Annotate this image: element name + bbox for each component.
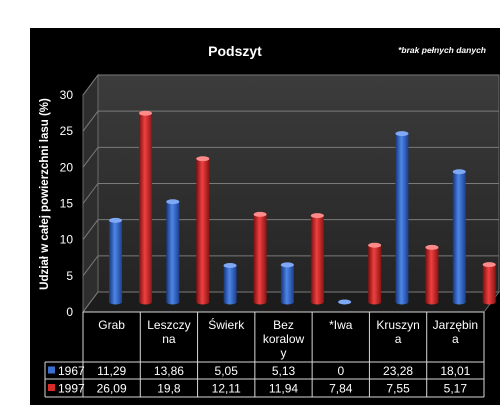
bar-1997 <box>139 113 152 302</box>
bar-base-1997 <box>310 299 324 305</box>
category-label: a <box>452 332 459 346</box>
y-tick-label: 0 <box>66 305 73 319</box>
category-label: a <box>395 332 402 346</box>
plot-layer: 0 5 10 15 20 25 30 <box>60 73 500 319</box>
data-value-1997: 7,55 <box>386 382 410 396</box>
category-label: Kruszyn <box>376 318 419 332</box>
bar-base-1997 <box>196 299 210 305</box>
category-label: y <box>281 346 287 360</box>
gridline <box>82 291 499 313</box>
bar-1997 <box>368 245 382 302</box>
y-tick-label: 5 <box>66 269 73 283</box>
chart-title: Podszyt <box>208 43 262 59</box>
y-axis-label: Udział w całej powierzchni lasu (%) <box>39 98 51 290</box>
bar-base-1967 <box>223 299 237 305</box>
bar-base-1967 <box>452 299 466 305</box>
bar-top-1997 <box>425 244 439 250</box>
category-label: koralow <box>263 332 305 346</box>
gridline <box>82 146 499 168</box>
bar-base-1997 <box>425 299 439 305</box>
bar-1967 <box>452 171 466 302</box>
bar-top-1997 <box>368 242 382 248</box>
bar-base-1967 <box>395 299 409 305</box>
bar-base-1967 <box>109 299 122 305</box>
bar-1967 <box>280 264 294 302</box>
gridline <box>82 110 499 132</box>
data-value-1967: 5,13 <box>272 364 296 378</box>
category-label: *Iwa <box>329 318 353 332</box>
category-label: Grab <box>98 318 125 332</box>
data-value-1997: 12,11 <box>212 382 241 396</box>
gridline <box>82 183 499 204</box>
bar-top-1967 <box>452 169 466 175</box>
bar-top-1997 <box>139 110 152 116</box>
bar-top-1997 <box>253 211 267 217</box>
bar-base-1997 <box>368 299 382 305</box>
bar-top-1967 <box>395 131 409 137</box>
data-value-1967: 18,01 <box>440 364 470 378</box>
category-label: Świerk <box>208 317 245 332</box>
data-value-1997: 19,8 <box>157 382 181 396</box>
bar-base-1997 <box>139 299 152 305</box>
legend-key-1967 <box>48 366 55 374</box>
y-tick-label: 15 <box>60 197 74 211</box>
bar-top-1967 <box>166 199 180 205</box>
data-value-1997: 7,84 <box>329 382 353 396</box>
series-name: 1997 <box>58 382 85 396</box>
data-value-1967: 5,05 <box>215 364 239 378</box>
y-tick-label: 30 <box>60 88 74 102</box>
data-value-1967: 11,29 <box>97 364 126 378</box>
bar-base-1997 <box>253 299 267 305</box>
data-value-1967: 23,28 <box>383 364 413 378</box>
bar-base-1997 <box>482 299 496 305</box>
bar-top-1997 <box>482 262 496 268</box>
legend-key-1997 <box>48 384 55 391</box>
bar-1997 <box>310 215 324 302</box>
category-label: na <box>162 332 176 346</box>
gridline <box>82 255 499 277</box>
data-value-1997: 5,17 <box>444 382 468 396</box>
bar-1967 <box>223 265 237 302</box>
bar-1997 <box>196 158 210 302</box>
bar-top-1967 <box>280 262 294 268</box>
series-name: 1967 <box>58 364 85 378</box>
data-value-1997: 26,09 <box>97 382 127 396</box>
y-tick-label: 25 <box>60 124 74 138</box>
y-tick-label: 20 <box>60 160 74 174</box>
bar-1997 <box>425 247 439 302</box>
bar-top-1967 <box>223 262 237 268</box>
bar-top-1997 <box>310 213 324 219</box>
category-label: Bez <box>273 318 294 332</box>
y-tick-label: 10 <box>60 233 74 247</box>
bar-top-1967 <box>109 217 122 223</box>
bar-1967 <box>166 201 180 302</box>
gridline <box>82 74 499 96</box>
bar-1997 <box>482 264 496 302</box>
category-label: Leszczy <box>147 318 190 332</box>
bar-top-1997 <box>196 156 210 162</box>
bar-1967 <box>395 133 409 302</box>
data-value-1967: 0 <box>337 364 344 378</box>
gridline <box>82 219 499 240</box>
bar-top-1967 <box>338 299 352 305</box>
data-value-1967: 13,86 <box>154 364 184 378</box>
bar-base-1967 <box>280 299 294 305</box>
bar-1967 <box>109 220 122 302</box>
chart-note: *brak pełnych danych <box>398 45 486 55</box>
category-label: Jarzębin <box>433 318 478 332</box>
data-value-1997: 11,94 <box>269 382 298 396</box>
bar-base-1967 <box>166 299 180 305</box>
bar-1997 <box>253 214 267 302</box>
